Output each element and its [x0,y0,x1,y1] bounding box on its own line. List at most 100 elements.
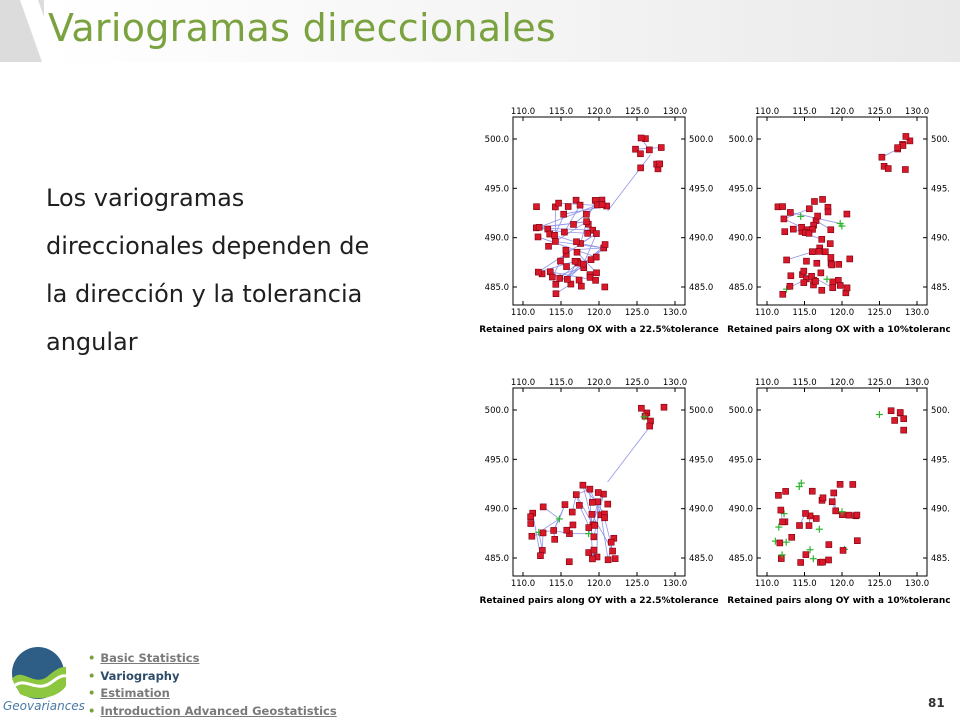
y-tick-label-right: 500.0 [689,135,713,145]
title-bar [44,0,960,62]
page-title: Variogramas direccionales [48,6,557,50]
pair-line [565,247,604,251]
sample-marker [813,259,821,267]
sample-marker [573,238,580,246]
sample-marker [576,201,584,209]
sample-marker [900,415,908,422]
x-tick-label-top: 110.0 [511,107,535,117]
x-tick-label-bottom: 110.0 [755,308,779,318]
sample-marker [777,555,785,562]
sample-marker [578,282,585,290]
sample-marker [835,261,843,268]
sample-marker [590,546,598,554]
x-tick-label-top: 120.0 [587,107,611,117]
sample-marker [797,559,804,566]
sample-marker [571,257,579,265]
nav-item: • Estimation [88,685,337,703]
excluded-sample-marker [782,538,790,546]
sample-marker [562,246,570,254]
nav-link-basic-statistics[interactable]: Basic Statistics [100,651,200,665]
sample-marker [555,199,562,207]
sample-marker [601,283,609,291]
sample-marker [836,481,844,488]
sample-marker [822,248,829,256]
bullet-icon: • [88,686,96,700]
sample-marker [660,403,668,411]
sample-marker [854,537,861,544]
sample-marker [569,521,577,529]
sample-marker [588,511,596,518]
x-tick-label-top: 110.0 [511,378,535,388]
y-tick-label-right: 485.0 [931,283,950,293]
x-tick-label-bottom: 115.0 [549,308,573,318]
sample-marker [906,137,914,145]
sample-marker [584,230,591,237]
sample-marker [796,522,803,529]
sample-marker [853,511,861,519]
pair-line [604,517,613,552]
sample-marker [846,255,854,263]
sample-marker [824,208,832,216]
x-tick-label-bottom: 110.0 [511,308,535,318]
sample-marker [896,409,904,416]
nav-link-advanced-geostatistics[interactable]: Introduction Advanced Geostatistics [100,703,337,718]
excluded-sample-marker [795,483,803,491]
y-tick-label-left: 485.0 [729,283,753,293]
sample-marker [592,253,600,261]
logo-text: Geovariances [3,699,85,713]
sample-marker [637,164,644,172]
x-tick-label-top: 130.0 [905,107,929,117]
sample-marker [788,533,796,541]
y-tick-label-left: 500.0 [485,135,509,145]
sample-marker [777,506,785,514]
sample-marker [803,257,810,265]
x-tick-label-bottom: 110.0 [755,579,779,589]
sample-marker [825,556,832,564]
sample-marker [533,203,540,211]
sample-marker [802,510,809,517]
x-tick-label-top: 115.0 [792,378,816,388]
y-tick-label-left: 495.0 [485,455,509,465]
plot-frame [512,387,686,577]
x-tick-label-bottom: 115.0 [792,579,816,589]
sample-marker [576,502,583,509]
y-tick-label-left: 500.0 [485,406,509,416]
sample-marker [592,277,599,284]
sample-marker [787,209,794,216]
nav-item: • Basic Statistics [88,650,337,668]
pair-plots-figure: 110.0 110.0 115.0 115.0 120.0 120.0 125.0 125.0… [479,107,950,606]
excluded-sample-marker [815,525,823,533]
pair-line [576,251,597,274]
nav-link-variography[interactable]: Variography [100,668,180,683]
sample-marker [828,498,836,506]
sample-marker [551,536,558,543]
pair-plot-oy225: 110.0 110.0 115.0 115.0 120.0 120.0 125.0 125.0… [479,378,718,606]
nav-link-estimation[interactable]: Estimation [100,686,170,700]
pair-line [564,204,581,233]
sample-marker [528,532,536,540]
sample-marker [552,238,559,245]
x-tick-label-top: 120.0 [830,107,854,117]
sample-marker [593,230,600,237]
sample-marker [825,541,833,548]
sample-marker [601,514,608,522]
plot-caption: Retained pairs along OX with a 10%tolera… [727,325,950,335]
x-tick-label-top: 110.0 [755,107,779,117]
x-tick-label-top: 125.0 [625,107,649,117]
sample-marker [568,508,576,516]
sample-marker [573,248,581,256]
pair-line [538,204,598,228]
excluded-sample-marker [775,523,783,531]
sample-markers [527,403,668,566]
pair-line [555,221,587,242]
y-tick-label-right: 495.0 [689,184,713,194]
sample-marker [817,269,825,277]
excluded-sample-marker [809,555,817,563]
sample-marker [567,280,575,288]
x-tick-label-top: 110.0 [755,378,779,388]
y-tick-label-left: 490.0 [729,505,753,515]
body-text: Los variogramas direccionales dependen d… [46,174,426,366]
pair-line [607,154,651,212]
sample-marker [534,233,542,241]
sample-marker [637,134,645,142]
